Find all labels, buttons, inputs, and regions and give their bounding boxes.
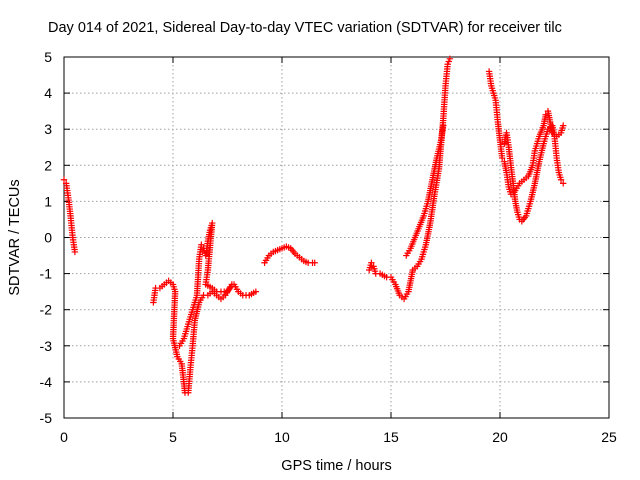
y-tick-label: -3 — [40, 338, 53, 354]
data-point — [560, 122, 567, 129]
x-axis-label: GPS time / hours — [281, 458, 391, 474]
data-point — [368, 259, 375, 266]
y-tick-label: 3 — [44, 121, 52, 137]
y-tick-label: 1 — [44, 193, 52, 209]
chart-title: Day 014 of 2021, Sidereal Day-to-day VTE… — [48, 20, 562, 36]
x-tick-label: 10 — [274, 429, 290, 445]
x-tick-label: 20 — [492, 429, 508, 445]
data-point — [446, 55, 454, 63]
x-tick-label: 15 — [383, 429, 399, 445]
data-point — [198, 241, 205, 248]
y-tick-label: -1 — [40, 266, 53, 282]
y-axis-label: SDTVAR / TECUs — [7, 179, 23, 295]
data-point — [311, 259, 318, 266]
y-tick-label: 2 — [44, 157, 52, 173]
y-tick-label: -5 — [40, 410, 53, 426]
data-point — [560, 180, 567, 187]
x-tick-label: 25 — [601, 429, 617, 445]
y-tick-label: -4 — [40, 374, 53, 390]
y-tick-label: 0 — [44, 230, 52, 246]
data-point — [228, 281, 236, 288]
data-point — [71, 248, 79, 256]
y-tick-label: 5 — [44, 49, 52, 65]
data-point — [60, 176, 68, 183]
data-point — [557, 176, 565, 183]
y-tick-label: -2 — [40, 302, 53, 318]
data-point — [252, 288, 260, 295]
x-tick-label: 0 — [60, 429, 68, 445]
y-tick-label: 4 — [44, 85, 52, 101]
data-point — [498, 154, 506, 162]
data-point — [440, 122, 447, 129]
x-tick-label: 5 — [169, 429, 177, 445]
